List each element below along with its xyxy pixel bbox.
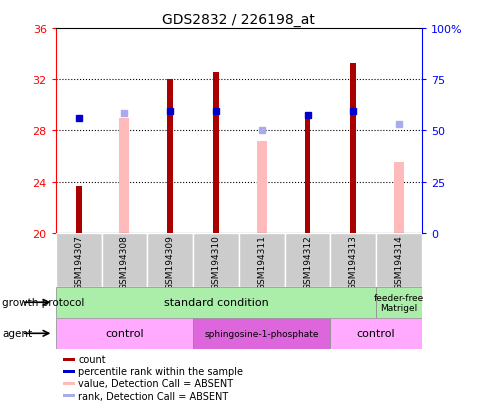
Bar [76,186,81,233]
Bar [63,394,75,397]
Title: GDS2832 / 226198_at: GDS2832 / 226198_at [162,12,315,26]
Text: standard condition: standard condition [163,297,268,308]
Text: agent: agent [2,328,32,339]
Bar [63,382,75,385]
Bar [349,64,356,233]
Text: value, Detection Call = ABSENT: value, Detection Call = ABSENT [78,378,233,388]
Bar [56,287,376,318]
Bar [56,318,193,349]
Bar [167,80,173,233]
Text: control: control [356,328,394,339]
Bar [119,119,129,233]
Text: GSM194312: GSM194312 [302,235,311,290]
Bar [256,141,266,233]
Bar [330,233,376,287]
Bar [101,233,147,287]
Text: GSM194313: GSM194313 [348,235,357,290]
Bar [63,358,75,361]
Text: feeder-free
Matrigel: feeder-free Matrigel [373,293,424,312]
Bar [330,318,421,349]
Bar [212,72,218,233]
Bar [193,318,330,349]
Bar [393,163,403,233]
Bar [284,233,330,287]
Bar [376,233,421,287]
Text: sphingosine-1-phosphate: sphingosine-1-phosphate [204,329,318,338]
Text: GSM194310: GSM194310 [211,235,220,290]
Bar [147,233,193,287]
Text: GSM194307: GSM194307 [74,235,83,290]
Text: rank, Detection Call = ABSENT: rank, Detection Call = ABSENT [78,391,228,401]
Text: count: count [78,355,106,365]
Text: GSM194314: GSM194314 [394,235,403,290]
Text: percentile rank within the sample: percentile rank within the sample [78,366,243,377]
Bar [193,233,238,287]
Text: growth protocol: growth protocol [2,297,85,308]
Bar [238,233,284,287]
Bar [376,287,421,318]
Text: control: control [105,328,143,339]
Bar [304,119,310,233]
Text: GSM194311: GSM194311 [257,235,266,290]
Text: GSM194308: GSM194308 [120,235,129,290]
Bar [63,370,75,373]
Bar [56,233,101,287]
Text: GSM194309: GSM194309 [166,235,174,290]
